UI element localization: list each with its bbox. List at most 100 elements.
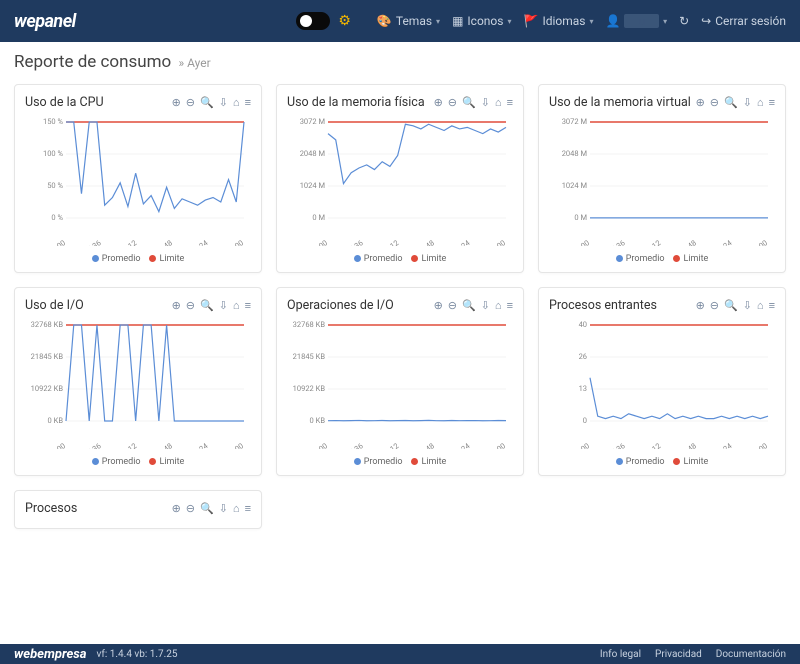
svg-text:06/01 10:12: 06/01 10:12 (100, 238, 138, 246)
svg-text:06/01 05:36: 06/01 05:36 (326, 238, 364, 246)
card-title: Uso de la CPU (25, 95, 172, 110)
chart-svg: 0 KB10922 KB21845 KB32768 KB06/01 01:000… (25, 319, 251, 449)
svg-text:1024 M: 1024 M (300, 181, 325, 190)
zoom-in-icon[interactable]: ⊕ (696, 299, 705, 312)
svg-text:06/01 19:24: 06/01 19:24 (433, 238, 472, 246)
logout-icon: ↪ (701, 14, 711, 28)
zoom-out-icon[interactable]: ⊖ (448, 96, 457, 109)
card-toolbar: ⊕ ⊖ 🔍 ⇩ ⌂ ≡ (434, 96, 513, 109)
home-icon[interactable]: ⌂ (757, 299, 764, 312)
svg-text:06/01 19:24: 06/01 19:24 (171, 238, 210, 246)
card-title: Operaciones de I/O (287, 298, 434, 313)
svg-text:1024 M: 1024 M (562, 181, 587, 190)
menu-icon[interactable]: ≡ (245, 96, 251, 109)
page-body: Reporte de consumo » Ayer Uso de la CPU⊕… (0, 42, 800, 529)
zoom-in-icon[interactable]: ⊕ (434, 96, 443, 109)
search-icon[interactable]: 🔍 (200, 299, 214, 312)
download-icon[interactable]: ⇩ (743, 299, 752, 312)
logout-button[interactable]: ↪ Cerrar sesión (701, 14, 786, 28)
zoom-out-icon[interactable]: ⊖ (186, 299, 195, 312)
svg-text:07/01 00:00: 07/01 00:00 (207, 238, 245, 246)
download-icon[interactable]: ⇩ (481, 96, 490, 109)
menu-icon[interactable]: ≡ (769, 299, 775, 312)
search-icon[interactable]: 🔍 (200, 502, 214, 515)
zoom-out-icon[interactable]: ⊖ (448, 299, 457, 312)
dark-mode-toggle[interactable] (296, 12, 330, 30)
chart-card: Uso de la memoria virtual⊕⊖🔍⇩⌂≡0 M1024 M… (538, 84, 786, 273)
zoom-in-icon[interactable]: ⊕ (172, 502, 181, 515)
home-icon[interactable]: ⌂ (495, 299, 502, 312)
card-toolbar: ⊕ ⊖ 🔍 ⇩ ⌂ ≡ (172, 299, 251, 312)
home-icon[interactable]: ⌂ (233, 502, 240, 515)
zoom-out-icon[interactable]: ⊖ (710, 96, 719, 109)
search-icon[interactable]: 🔍 (724, 299, 738, 312)
footer-brand: webempresa (14, 647, 87, 662)
svg-text:06/01 05:36: 06/01 05:36 (588, 441, 626, 449)
footer-link-privacy[interactable]: Privacidad (655, 649, 702, 660)
svg-text:2048 M: 2048 M (300, 149, 325, 158)
home-icon[interactable]: ⌂ (757, 96, 764, 109)
svg-text:13: 13 (579, 384, 587, 393)
chart-card: Uso de I/O⊕ ⊖ 🔍 ⇩ ⌂ ≡ 0 KB10922 KB21845 KB3276… (14, 287, 262, 476)
search-icon[interactable]: 🔍 (200, 96, 214, 109)
download-icon[interactable]: ⇩ (219, 299, 228, 312)
menu-icon[interactable]: ≡ (507, 96, 513, 109)
menu-icon[interactable]: ≡ (769, 96, 775, 109)
footer: webempresa vf: 1.4.4 vb: 1.7.25 Info leg… (0, 644, 800, 664)
svg-text:06/01 01:00: 06/01 01:00 (291, 238, 329, 246)
download-icon[interactable]: ⇩ (481, 299, 490, 312)
zoom-in-icon[interactable]: ⊕ (696, 96, 705, 109)
svg-text:06/01 05:36: 06/01 05:36 (326, 441, 364, 449)
download-icon[interactable]: ⇩ (743, 96, 752, 109)
card-title: Uso de I/O (25, 298, 172, 313)
home-icon[interactable]: ⌂ (495, 96, 502, 109)
svg-text:40: 40 (579, 320, 587, 329)
zoom-in-icon[interactable]: ⊕ (434, 299, 443, 312)
download-icon[interactable]: ⇩ (219, 502, 228, 515)
zoom-out-icon[interactable]: ⊖ (186, 502, 195, 515)
gear-icon[interactable]: ⚙ (338, 13, 351, 29)
svg-text:06/01 19:24: 06/01 19:24 (171, 441, 210, 449)
search-icon[interactable]: 🔍 (462, 299, 476, 312)
card-title: Procesos entrantes (549, 298, 696, 313)
nav-iconos[interactable]: ▦ Iconos▾ (452, 14, 511, 28)
svg-text:06/01 10:12: 06/01 10:12 (100, 441, 138, 449)
card-procesos: Procesos ⊕ ⊖ 🔍 ⇩ ⌂ ≡ (14, 490, 262, 529)
svg-text:06/01 05:36: 06/01 05:36 (64, 441, 102, 449)
chevron-down-icon: ▾ (436, 17, 440, 26)
nav-temas[interactable]: 🎨 Temas▾ (377, 14, 440, 28)
refresh-button[interactable]: ↻ (679, 14, 689, 28)
chart-grid: Uso de la CPU⊕⊖🔍⇩⌂≡0 %50 %100 %150 %06/0… (14, 84, 786, 476)
menu-icon[interactable]: ≡ (245, 299, 251, 312)
svg-text:32768 KB: 32768 KB (31, 320, 64, 329)
svg-text:07/01 00:00: 07/01 00:00 (731, 441, 769, 449)
footer-link-legal[interactable]: Info legal (600, 649, 641, 660)
svg-text:06/01 10:12: 06/01 10:12 (624, 441, 662, 449)
zoom-out-icon[interactable]: ⊖ (710, 299, 719, 312)
nav-idiomas[interactable]: 🚩 Idiomas▾ (523, 14, 593, 28)
svg-text:32768 KB: 32768 KB (293, 320, 326, 329)
home-icon[interactable]: ⌂ (233, 96, 240, 109)
svg-text:06/01 14:48: 06/01 14:48 (136, 441, 174, 449)
menu-icon[interactable]: ≡ (245, 502, 251, 515)
svg-text:06/01 01:00: 06/01 01:00 (29, 238, 67, 246)
zoom-in-icon[interactable]: ⊕ (172, 299, 181, 312)
chart-card: Operaciones de I/O⊕⊖🔍⇩⌂≡0 KB10922 KB2184… (276, 287, 524, 476)
search-icon[interactable]: 🔍 (462, 96, 476, 109)
chevron-down-icon: ▾ (663, 17, 667, 26)
zoom-in-icon[interactable]: ⊕ (172, 96, 181, 109)
footer-link-docs[interactable]: Documentación (716, 649, 786, 660)
menu-icon[interactable]: ≡ (507, 299, 513, 312)
home-icon[interactable]: ⌂ (233, 299, 240, 312)
chart-svg: 0 KB10922 KB21845 KB32768 KB06/01 01:000… (287, 319, 513, 449)
search-icon[interactable]: 🔍 (724, 96, 738, 109)
chart-legend: Promedio Limite (25, 453, 251, 467)
zoom-out-icon[interactable]: ⊖ (186, 96, 195, 109)
nav-user[interactable]: 👤 u▾ (606, 14, 668, 28)
card-toolbar: ⊕ ⊖ 🔍 ⇩ ⌂ ≡ (172, 96, 251, 109)
download-icon[interactable]: ⇩ (219, 96, 228, 109)
topbar: wepanel ⚙ 🎨 Temas▾ ▦ Iconos▾ 🚩 Idiomas▾ … (0, 0, 800, 42)
footer-version: vf: 1.4.4 vb: 1.7.25 (97, 649, 178, 660)
card-toolbar: ⊕ ⊖ 🔍 ⇩ ⌂ ≡ (696, 299, 775, 312)
svg-text:21845 KB: 21845 KB (293, 352, 326, 361)
